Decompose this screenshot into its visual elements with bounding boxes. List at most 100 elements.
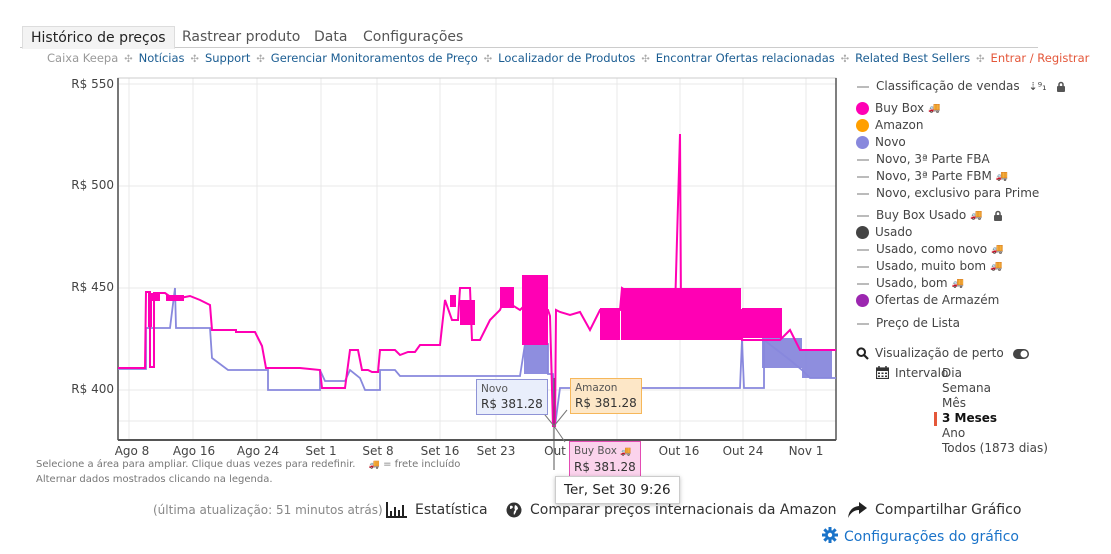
truck-icon: 🚚 [928,102,941,114]
close-view-toggle-row[interactable]: Visualização de perto [856,345,1029,361]
line-marker-icon [857,192,869,195]
interval-month[interactable]: Mês [942,396,966,410]
x-tick-ago-24: Ago 24 [236,444,280,458]
legend-used[interactable]: Usado [856,224,912,240]
line-marker-icon [857,265,869,268]
news-link[interactable]: Notícias [138,51,185,65]
x-tick-set-23: Set 23 [476,444,516,458]
interval-day[interactable]: Dia [942,366,962,380]
novo-fill-area [524,338,832,378]
lock-icon [1057,81,1066,92]
calendar-icon [875,366,890,380]
search-icon [856,347,869,360]
last-update-text: (última atualização: 51 minutos atrás) [153,503,383,517]
separator-icon: ✣ [190,54,199,65]
buybox-fill-area [148,275,782,345]
share-chart-button[interactable]: Compartilhar Gráfico [847,502,1021,518]
legend-novo[interactable]: Novo [856,134,906,150]
line-marker-icon [857,282,869,285]
x-tick-set-1: Set 1 [305,444,337,458]
separator-icon: ✣ [483,54,493,65]
related-deals-link[interactable]: Encontrar Ofertas relacionadas [655,51,835,65]
buybox-series-line [118,133,836,427]
legend-amazon[interactable]: Amazon [856,117,924,133]
x-tick-out-24: Out 24 [722,444,764,458]
price-history-chart[interactable] [0,0,850,470]
product-finder-link[interactable]: Localizador de Produtos [498,51,636,65]
legend-novo-fbm[interactable]: Novo, 3ª Parte FBM 🚚 [856,168,1008,184]
interval-year[interactable]: Ano [942,426,966,440]
truck-icon: 🚚 [991,243,1004,255]
truck-icon: 🚚 [620,447,632,457]
truck-icon: 🚚 [990,260,1003,272]
x-tick-set-8: Set 8 [362,444,394,458]
compare-international-prices-button[interactable]: Comparar preços internacionais da Amazon [506,502,837,518]
separator-icon: ✣ [641,54,650,65]
y-tick-400: R$ 400 [71,382,114,396]
interval-all[interactable]: Todos (1873 dias) [942,441,1048,455]
chart-settings-button[interactable]: Configurações do gráfico [822,527,1019,545]
separator-icon: ✣ [256,54,265,65]
statistics-button[interactable]: Estatística [386,502,488,518]
y-tick-450: R$ 450 [71,280,114,294]
sub-navigation: Caixa Keepa ✣ Notícias ✣ Support ✣ Gerenciar M… [47,51,1089,65]
legend-buy-box-used[interactable]: Buy Box Usado 🚚 [856,207,1003,223]
separator-icon: ✣ [124,54,133,65]
toggle-switch-icon[interactable] [1012,348,1029,359]
x-tick-set-16: Set 16 [420,444,460,458]
line-marker-icon [857,158,869,161]
chart-hint-zoom: Selecione a área para ampliar. Clique du… [36,459,461,470]
line-marker-icon [857,322,869,325]
interval-label: Intervalo [875,366,948,380]
tab-settings[interactable]: Configurações [363,29,464,45]
lock-icon [993,210,1002,221]
share-arrow-icon [848,502,867,518]
legend-novo-prime[interactable]: Novo, exclusivo para Prime [856,185,1039,201]
legend-buy-box[interactable]: Buy Box 🚚 [856,100,941,116]
crosshair-date-label: Ter, Set 30 9:26 [555,476,680,504]
tab-bar: Histórico de preços Rastrear produto Dat… [20,26,1038,49]
legend-list-price[interactable]: Preço de Lista [856,315,960,331]
dot-marker-icon [856,136,869,149]
tooltip-buybox: Buy Box 🚚 R$ 381.28 [569,441,641,478]
dot-marker-icon [856,294,869,307]
truck-icon: 🚚 [368,460,380,470]
y-tick-550: R$ 550 [71,77,114,91]
keepa-box-link[interactable]: Caixa Keepa [47,51,119,65]
login-register-link[interactable]: Entrar / Registrar [990,51,1090,65]
chart-hint-legend: Alternar dados mostrados clicando na leg… [36,474,273,485]
manage-price-tracking-link[interactable]: Gerenciar Monitoramentos de Preço [270,51,478,65]
x-tick-ago-16: Ago 16 [172,444,216,458]
interval-3-months[interactable]: 3 Meses [934,411,1048,426]
related-best-sellers-link[interactable]: Related Best Sellers [855,51,971,65]
dot-marker-icon [856,226,869,239]
dot-marker-icon [856,119,869,132]
x-tick-out-16: Out 16 [658,444,700,458]
legend-novo-fba[interactable]: Novo, 3ª Parte FBA [856,151,990,167]
tab-track-product[interactable]: Rastrear produto [182,29,301,45]
tab-data[interactable]: Data [314,29,348,45]
line-marker-icon [857,175,869,178]
bar-chart-icon [386,502,407,518]
dot-marker-icon [856,102,869,115]
line-marker-icon [857,248,869,251]
separator-icon: ✣ [840,54,850,65]
line-marker-icon [857,85,869,88]
support-link[interactable]: Support [204,51,251,65]
truck-icon: 🚚 [970,209,983,221]
separator-icon: ✣ [976,54,985,65]
interval-week[interactable]: Semana [942,381,992,395]
legend-sales-rank[interactable]: Classificação de vendas ⇣⁹₁ [856,78,1066,94]
legend-used-like-new[interactable]: Usado, como novo 🚚 [856,241,1004,257]
tab-price-history[interactable]: Histórico de preços [22,26,175,49]
interval-options: Dia Semana Mês 3 Meses Ano Todos (1873 d… [934,366,1048,456]
tooltip-novo: Novo R$ 381.28 [476,379,548,415]
legend-used-very-good[interactable]: Usado, muito bom 🚚 [856,258,1003,274]
legend-warehouse-deals[interactable]: Ofertas de Armazém [856,292,999,308]
tooltip-amazon: Amazon R$ 381.28 [570,378,642,414]
legend-used-good[interactable]: Usado, bom 🚚 [856,275,964,291]
truck-icon: 🚚 [951,277,965,289]
sort-icon[interactable]: ⇣⁹₁ [1028,80,1047,93]
globe-icon [506,502,522,518]
gear-icon [822,527,838,543]
